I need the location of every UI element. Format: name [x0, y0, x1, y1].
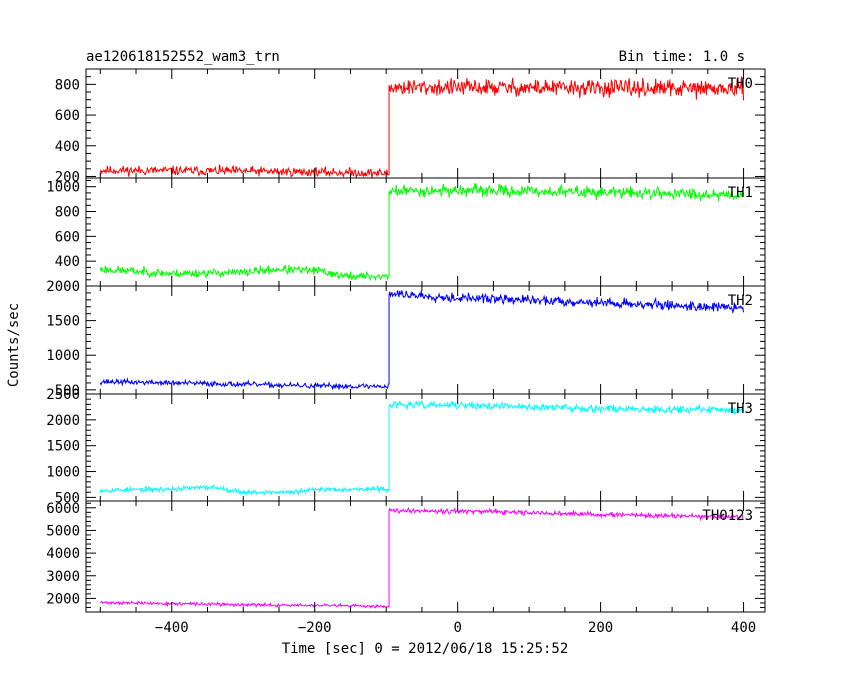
y-tick-label: 500: [55, 490, 80, 506]
x-tick-label: 0: [453, 620, 461, 636]
y-tick-label: 1000: [46, 465, 80, 481]
series-line-th1: [99, 183, 745, 282]
panel-label-th1: TH1: [728, 185, 753, 201]
y-tick-label: 500: [55, 383, 80, 399]
x-tick-label: 200: [588, 620, 613, 636]
panel-label-th3: TH3: [728, 401, 753, 417]
panel-th0: 200 400 600 800 TH0: [55, 68, 766, 185]
panel-label-th0: TH0: [728, 76, 753, 92]
y-tick-label: 2000: [46, 413, 80, 429]
x-tick-label: 400: [731, 620, 756, 636]
panels: 200 400 600 800 TH0 400 600 800 1000 TH1 500 1000 15…: [46, 68, 766, 636]
panel-label-th0123: TH0123: [702, 508, 753, 524]
y-tick-label: 1500: [46, 314, 80, 330]
panel-frame-th2: [85, 285, 766, 395]
y-tick-label: 1000: [46, 180, 80, 196]
panel-th0123: 2000 3000 4000 5000 6000 TH0123: [46, 500, 766, 613]
y-tick-label: 400: [55, 254, 80, 270]
y-tick-label: 600: [55, 229, 80, 245]
y-tick-label: 4000: [46, 546, 80, 562]
series-line-th2: [99, 290, 745, 391]
x-axis-title: Time [sec] 0 = 2012/06/18 15:25:52: [282, 641, 569, 657]
series-line-th0: [99, 76, 745, 178]
panel-frame-th0: [85, 68, 766, 179]
y-tick-label: 2500: [46, 387, 80, 403]
y-tick-label: 3000: [46, 569, 80, 585]
y-tick-label: 6000: [46, 501, 80, 517]
y-tick-label: 400: [55, 139, 80, 155]
series-line-th0123: [100, 506, 744, 609]
x-tick-label: −200: [298, 620, 332, 636]
chart-title: ae120618152552_wam3_trn: [86, 49, 280, 65]
panel-th3: 500 1000 1500 2000 2500 TH3: [46, 387, 766, 506]
panel-th2: 500 1000 1500 2000 TH2: [46, 279, 766, 399]
y-tick-label: 600: [55, 108, 80, 124]
x-tick-label: −400: [155, 620, 189, 636]
y-tick-label: 2000: [46, 279, 80, 295]
y-tick-label: 1000: [46, 348, 80, 364]
panel-th1: 400 600 800 1000 TH1: [46, 177, 766, 287]
y-tick-label: 800: [55, 205, 80, 221]
panel-label-th2: TH2: [728, 293, 753, 309]
panel-frame-th0123: [85, 500, 766, 613]
y-tick-label: 200: [55, 169, 80, 185]
y-tick-label: 5000: [46, 523, 80, 539]
y-tick-label: 1500: [46, 439, 80, 455]
y-tick-label: 2000: [46, 591, 80, 607]
y-tick-label: 800: [55, 77, 80, 93]
y-axis-title: Counts/sec: [6, 303, 22, 387]
bin-time-label: Bin time: 1.0 s: [619, 49, 745, 65]
series-line-th3: [99, 400, 744, 497]
